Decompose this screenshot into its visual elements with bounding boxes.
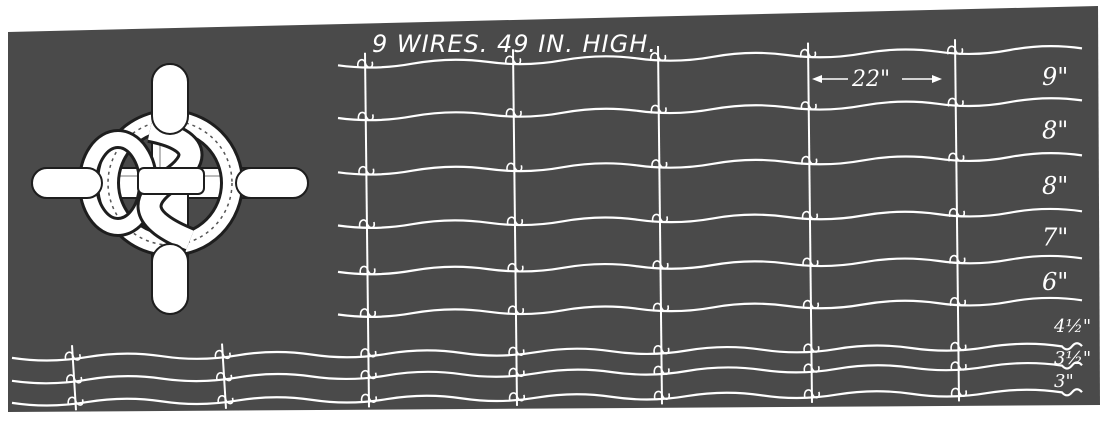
wire-spacing-label-4: 7" <box>1042 223 1068 251</box>
plate-background <box>8 6 1100 412</box>
wire-knot <box>649 52 667 62</box>
wire-knot <box>948 152 965 162</box>
wire-knot <box>652 302 670 312</box>
knot-detail-icon <box>31 63 309 315</box>
wire-knot <box>356 58 374 69</box>
stay-spacing-indicator: 22" <box>812 67 942 92</box>
wire-knot <box>504 55 522 65</box>
wire-knot <box>652 260 669 270</box>
wire-knot <box>217 395 234 405</box>
wire-spacing-label-3: 8" <box>1042 172 1068 200</box>
wire-spacing-label-7: 3½" <box>1054 348 1091 369</box>
wire-knot <box>947 97 964 107</box>
wire-knot <box>650 104 667 114</box>
line-wire-8 <box>11 361 1083 385</box>
wire-knot <box>653 390 671 400</box>
wire-knot <box>949 254 966 265</box>
wire-knot <box>357 111 374 121</box>
wire-spacing-label-8: 3" <box>1054 371 1074 392</box>
wire-spacing-label-2: 8" <box>1042 117 1068 145</box>
wire-knot <box>801 155 818 166</box>
stay-spacing-label: 22" <box>851 67 890 92</box>
line-wire-7 <box>11 342 1083 362</box>
wire-knot <box>507 262 524 273</box>
wire-knot <box>946 45 964 55</box>
wire-knot <box>948 208 966 218</box>
wire-knot <box>803 363 820 373</box>
wire-knot <box>950 387 968 397</box>
spacing-arrowhead-right <box>932 75 942 83</box>
stay-wire-2 <box>512 49 518 406</box>
wire-spacing-labels: 9" 8" 8" 7" 6" 4½" 3½"3" <box>1042 63 1091 392</box>
wire-knot <box>65 374 83 384</box>
wire-knot <box>508 392 526 402</box>
line-wire-9 <box>11 388 1083 407</box>
wire-spacing-label-5: 6" <box>1042 268 1068 296</box>
wire-knot <box>215 372 233 382</box>
wire-knot <box>651 213 669 223</box>
wire-knot <box>800 101 817 111</box>
wire-knot <box>214 349 231 360</box>
wire-knot <box>803 343 820 353</box>
wire-knot <box>949 297 967 307</box>
wire-spacing-label-1: 9" <box>1042 63 1068 91</box>
plate-title: 9 WIRES. 49 IN. HIGH. <box>372 30 657 58</box>
spacing-arrowhead-left <box>812 75 822 83</box>
wire-knots <box>64 45 968 406</box>
wire-knot <box>360 393 378 403</box>
wire-knot <box>801 210 819 221</box>
wire-knot <box>360 369 377 380</box>
wire-knot <box>506 216 524 226</box>
wire-knot <box>359 308 377 318</box>
stay-wire-3 <box>657 45 663 405</box>
wire-knot <box>651 159 668 169</box>
wire-knot <box>358 165 375 176</box>
wire-knot <box>950 341 967 352</box>
wire-knot <box>507 305 525 315</box>
wire-knot <box>506 162 523 172</box>
stay-wire-1 <box>364 52 370 408</box>
wire-knot <box>803 389 821 399</box>
wire-knot <box>67 396 84 406</box>
wire-knot <box>653 345 670 355</box>
wire-knot <box>802 257 819 267</box>
stay-wire-4 <box>807 42 813 403</box>
wire-knot <box>360 348 377 358</box>
wire-spacing-label-6: 4½" <box>1053 316 1091 337</box>
wire-knot <box>359 265 376 275</box>
wire-knot <box>799 48 817 59</box>
wire-knot <box>505 108 522 118</box>
paper-margin-bottom <box>0 412 1100 429</box>
wire-knot <box>802 299 820 310</box>
knot-center-band <box>137 167 205 195</box>
wire-knot <box>653 365 670 375</box>
wire-knot <box>950 361 967 371</box>
wire-knot <box>508 346 525 356</box>
wire-knot <box>508 367 525 378</box>
wire-knot <box>64 351 81 361</box>
wire-knot <box>358 219 376 229</box>
